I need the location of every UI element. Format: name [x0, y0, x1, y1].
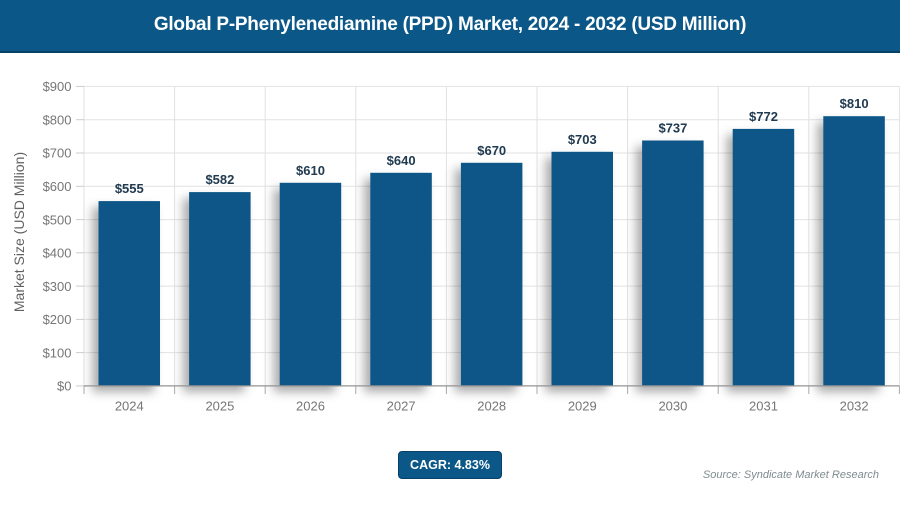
- svg-text:$610: $610: [296, 163, 325, 178]
- svg-text:2029: 2029: [568, 399, 597, 414]
- svg-text:$500: $500: [43, 212, 72, 227]
- svg-text:2025: 2025: [205, 399, 234, 414]
- svg-text:2024: 2024: [115, 399, 144, 414]
- svg-text:$737: $737: [658, 121, 687, 136]
- svg-text:$772: $772: [749, 109, 778, 124]
- svg-text:$555: $555: [115, 181, 144, 196]
- svg-text:$0: $0: [57, 379, 71, 394]
- svg-text:$700: $700: [43, 146, 72, 161]
- svg-text:$900: $900: [43, 79, 72, 94]
- svg-text:2027: 2027: [387, 399, 416, 414]
- svg-text:2030: 2030: [658, 399, 687, 414]
- svg-text:$640: $640: [387, 153, 416, 168]
- svg-text:$582: $582: [205, 172, 234, 187]
- svg-text:$400: $400: [43, 246, 72, 261]
- svg-text:2032: 2032: [840, 399, 869, 414]
- svg-text:$300: $300: [43, 279, 72, 294]
- svg-text:$810: $810: [840, 96, 869, 111]
- svg-text:$703: $703: [568, 132, 597, 147]
- svg-text:$100: $100: [43, 345, 72, 360]
- svg-text:$200: $200: [43, 312, 72, 327]
- svg-text:$670: $670: [477, 143, 506, 158]
- svg-text:Market Size (USD Million): Market Size (USD Million): [11, 152, 27, 312]
- svg-text:2028: 2028: [477, 399, 506, 414]
- svg-text:2031: 2031: [749, 399, 778, 414]
- svg-text:2026: 2026: [296, 399, 325, 414]
- svg-text:$600: $600: [43, 179, 72, 194]
- svg-text:$800: $800: [43, 112, 72, 127]
